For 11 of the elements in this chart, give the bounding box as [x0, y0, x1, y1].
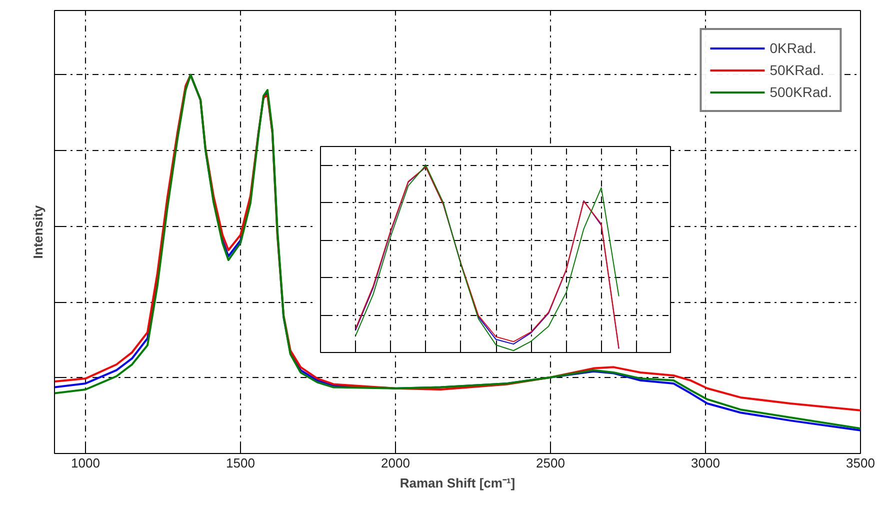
- x-tick-label: 2500: [536, 456, 565, 470]
- legend-label: 0KRad.: [770, 40, 816, 56]
- y-axis-title: Intensity: [30, 204, 46, 259]
- legend-label: 500KRad.: [770, 84, 832, 100]
- x-tick-label: 3500: [846, 456, 875, 470]
- x-axis-title: Raman Shift [cm⁻¹]: [400, 476, 516, 490]
- x-tick-label: 1000: [71, 456, 100, 470]
- x-tick-label: 2000: [381, 456, 410, 470]
- x-tick-label: 1500: [226, 456, 255, 470]
- x-tick-label: 3000: [691, 456, 720, 470]
- legend-label: 50KRad.: [770, 62, 824, 78]
